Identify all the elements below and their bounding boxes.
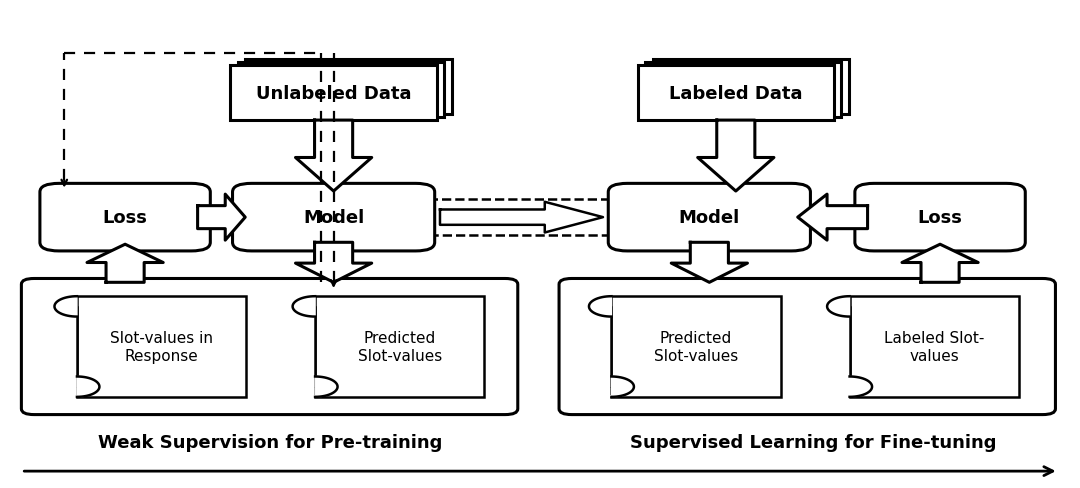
Bar — [245, 60, 451, 115]
Polygon shape — [293, 297, 315, 317]
Text: Model: Model — [303, 209, 364, 227]
FancyBboxPatch shape — [232, 184, 434, 251]
Polygon shape — [307, 377, 338, 397]
Bar — [823, 306, 850, 387]
Polygon shape — [440, 203, 603, 233]
Bar — [850, 297, 1018, 397]
Text: Unlabeled Data: Unlabeled Data — [256, 84, 411, 102]
Polygon shape — [841, 377, 872, 397]
FancyBboxPatch shape — [22, 279, 517, 415]
Polygon shape — [87, 244, 163, 283]
Polygon shape — [589, 297, 611, 317]
Polygon shape — [198, 195, 245, 241]
FancyBboxPatch shape — [559, 279, 1055, 415]
Text: Predicted
Slot-values: Predicted Slot-values — [357, 331, 442, 363]
Text: Loss: Loss — [918, 209, 962, 227]
Polygon shape — [296, 243, 372, 283]
Polygon shape — [604, 377, 634, 397]
Polygon shape — [698, 121, 774, 192]
FancyBboxPatch shape — [40, 184, 211, 251]
FancyBboxPatch shape — [430, 200, 613, 236]
Bar — [646, 63, 841, 118]
Polygon shape — [54, 297, 77, 317]
Bar — [585, 306, 611, 387]
Bar — [638, 66, 834, 121]
Text: Predicted
Slot-values: Predicted Slot-values — [654, 331, 739, 363]
Polygon shape — [672, 243, 747, 283]
Text: Supervised Learning for Fine-tuning: Supervised Learning for Fine-tuning — [630, 433, 997, 451]
Bar — [77, 297, 246, 397]
Text: Labeled Data: Labeled Data — [669, 84, 802, 102]
Bar — [652, 60, 849, 115]
Polygon shape — [902, 244, 978, 283]
FancyBboxPatch shape — [608, 184, 810, 251]
Bar — [238, 63, 444, 118]
Polygon shape — [69, 377, 99, 397]
Text: Weak Supervision for Pre-training: Weak Supervision for Pre-training — [98, 433, 443, 451]
Text: Loss: Loss — [103, 209, 148, 227]
Bar — [611, 297, 781, 397]
Polygon shape — [296, 121, 372, 192]
Polygon shape — [798, 195, 867, 241]
Bar — [288, 306, 315, 387]
Polygon shape — [827, 297, 850, 317]
Bar — [51, 306, 77, 387]
Text: Slot-values in
Response: Slot-values in Response — [110, 331, 213, 363]
Bar — [315, 297, 485, 397]
FancyBboxPatch shape — [855, 184, 1025, 251]
Text: Model: Model — [678, 209, 740, 227]
Bar — [230, 66, 436, 121]
Text: Labeled Slot-
values: Labeled Slot- values — [885, 331, 985, 363]
